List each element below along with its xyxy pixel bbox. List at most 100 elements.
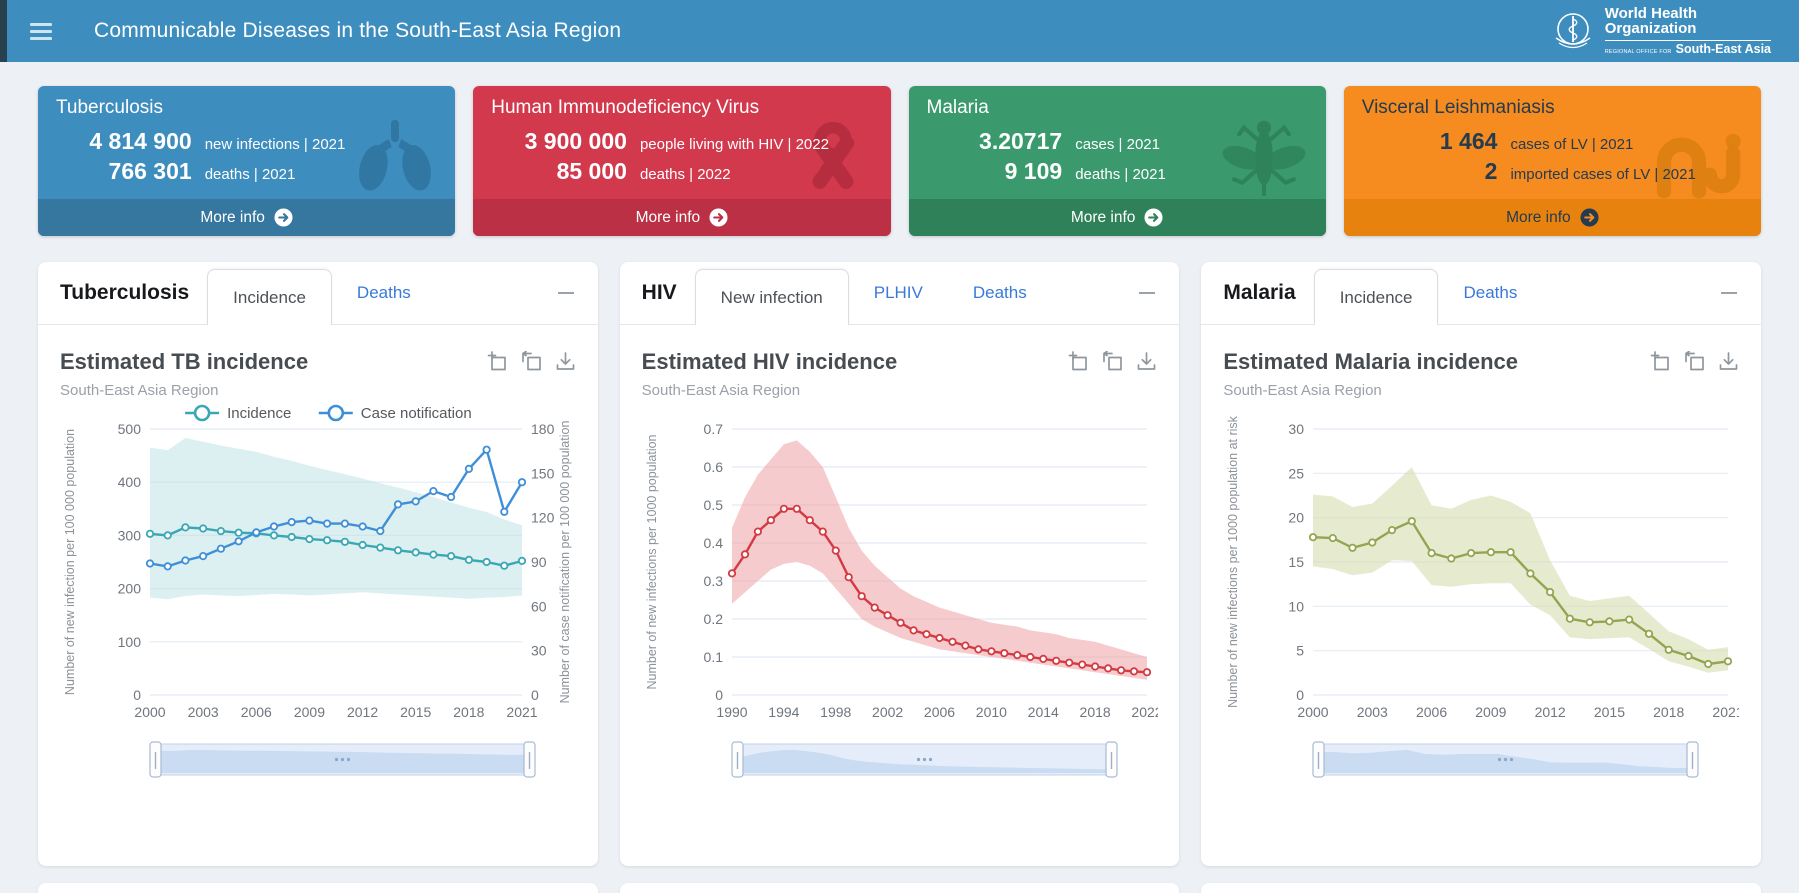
svg-text:2014: 2014 xyxy=(1027,704,1058,720)
tab-plhiv[interactable]: PLHIV xyxy=(873,283,923,302)
svg-text:300: 300 xyxy=(118,527,142,543)
zoom-select-icon[interactable] xyxy=(1068,351,1089,372)
tab-incidence[interactable]: Incidence xyxy=(1313,269,1439,325)
stat-label: cases | 2021 xyxy=(1075,136,1160,153)
slider-handle-right[interactable] xyxy=(1105,741,1118,778)
arrow-circle-icon xyxy=(1580,208,1599,227)
svg-text:30: 30 xyxy=(531,643,547,659)
more-info-label: More info xyxy=(200,208,265,226)
range-slider[interactable] xyxy=(642,737,1158,783)
disease-card-malaria: Malaria 3.20717 cases | 2021 9 109 deaths | … xyxy=(908,86,1326,236)
arrow-circle-icon xyxy=(274,208,293,227)
svg-text:1994: 1994 xyxy=(768,704,799,720)
chart-subtitle: South-East Asia Region xyxy=(641,382,801,399)
svg-text:90: 90 xyxy=(531,554,547,570)
zoom-reset-icon[interactable] xyxy=(521,350,542,372)
more-info-label: More info xyxy=(1070,208,1136,226)
stat-value: 2 xyxy=(1484,158,1498,184)
range-slider[interactable] xyxy=(60,737,576,783)
disease-card-visceral: Visceral Leishmaniasis 1 464 cases of LV |… xyxy=(1343,86,1761,236)
svg-text:0.1: 0.1 xyxy=(703,649,723,665)
collapse-panel-button[interactable] xyxy=(554,262,578,324)
collapse-panel-button[interactable] xyxy=(1135,262,1159,324)
slider-handle-right[interactable] xyxy=(523,741,536,778)
arrow-circle-icon xyxy=(1144,208,1163,227)
chart-toolbar xyxy=(487,349,576,372)
chart-toolbar xyxy=(1068,349,1157,372)
zoom-reset-icon[interactable] xyxy=(1102,350,1123,372)
download-icon[interactable] xyxy=(1718,351,1739,372)
svg-text:2012: 2012 xyxy=(347,704,378,720)
stat-label: new infections | 2021 xyxy=(204,136,346,153)
svg-text:2012: 2012 xyxy=(1535,704,1566,720)
svg-text:500: 500 xyxy=(118,421,142,437)
stat-value: 3 900 000 xyxy=(524,128,627,154)
zoom-select-icon[interactable] xyxy=(487,351,508,372)
svg-text:2003: 2003 xyxy=(1357,704,1388,720)
tab-new-infection[interactable]: New infection xyxy=(694,269,849,325)
more-info-label: More info xyxy=(635,208,701,226)
slider-handle-left[interactable] xyxy=(149,741,162,778)
card-body: Visceral Leishmaniasis 1 464 cases of LV |… xyxy=(1344,86,1761,199)
slider-handle-right[interactable] xyxy=(1686,741,1699,778)
range-slider[interactable] xyxy=(1223,737,1739,783)
collapse-panel-button[interactable] xyxy=(1717,262,1741,324)
svg-text:2000: 2000 xyxy=(1298,704,1329,720)
svg-text:0: 0 xyxy=(1297,687,1305,703)
sidebar-edge xyxy=(0,0,7,62)
tab-deaths[interactable]: Deaths xyxy=(972,283,1027,302)
svg-text:2000: 2000 xyxy=(134,704,165,720)
disease-card-human: Human Immunodeficiency Virus 3 900 000 peo… xyxy=(473,86,891,236)
svg-text:100: 100 xyxy=(118,634,142,650)
zoom-reset-icon[interactable] xyxy=(1684,350,1705,372)
chart-block: Estimated Malaria incidence South-East As… xyxy=(1201,325,1761,783)
svg-text:2021: 2021 xyxy=(506,704,537,720)
chart-title-row: Estimated Malaria incidence xyxy=(1223,349,1739,375)
stat-label: imported cases of LV | 2021 xyxy=(1510,166,1696,183)
download-icon[interactable] xyxy=(1136,351,1157,372)
more-info-button[interactable]: More info xyxy=(473,199,891,236)
svg-text:2021: 2021 xyxy=(1713,704,1740,720)
svg-text:0: 0 xyxy=(133,687,141,703)
svg-text:2022: 2022 xyxy=(1131,704,1158,720)
chart-panels: Tuberculosis Incidence Deaths Estimated TB … xyxy=(38,262,1761,866)
tab-incidence[interactable]: Incidence xyxy=(207,269,332,325)
svg-text:Number of new infections per 1: Number of new infections per 1000 popula… xyxy=(645,434,659,689)
slider-handle-left[interactable] xyxy=(1312,741,1325,778)
card-title: Visceral Leishmaniasis xyxy=(1361,97,1555,118)
who-emblem-icon xyxy=(1555,13,1591,49)
card-body: Human Immunodeficiency Virus 3 900 000 peo… xyxy=(473,86,890,199)
more-info-button[interactable]: More info xyxy=(38,199,456,236)
mosquito-icon xyxy=(1214,112,1314,205)
svg-text:60: 60 xyxy=(531,598,547,614)
menu-toggle-icon[interactable] xyxy=(30,22,52,40)
more-info-button[interactable]: More info xyxy=(908,199,1326,236)
stat-row: 1 464 cases of LV | 2021 xyxy=(1362,128,1743,155)
svg-text:200: 200 xyxy=(118,581,142,597)
minus-icon xyxy=(557,292,574,294)
chart-subtitle: South-East Asia Region xyxy=(60,382,219,399)
svg-text:150: 150 xyxy=(531,465,555,481)
stat-row: 9 109 deaths | 2021 xyxy=(927,158,1308,185)
svg-text:Number of new infections per 1: Number of new infections per 1000 popula… xyxy=(1226,415,1240,708)
disease-card-tuberculosis: Tuberculosis 4 814 900 new infections | 20… xyxy=(38,86,456,236)
download-icon[interactable] xyxy=(555,351,576,372)
chart-block: Estimated HIV incidence South-East Asia R… xyxy=(620,325,1180,783)
stat-label: deaths | 2021 xyxy=(204,166,296,183)
svg-text:0.2: 0.2 xyxy=(703,611,723,627)
svg-text:2006: 2006 xyxy=(241,704,272,720)
svg-text:2010: 2010 xyxy=(975,704,1006,720)
tab-deaths[interactable]: Deaths xyxy=(1463,283,1518,302)
panel-header: HIV New infection PLHIV Deaths xyxy=(619,262,1180,325)
panel-malaria: Malaria Incidence Deaths Estimated Malaria … xyxy=(1201,262,1761,866)
chart-malaria: 0 5 10 15 20 25 30 2000 2003 2006 2009 2012 2015 2018… xyxy=(1226,415,1740,720)
stat-row: 766 301 deaths | 2021 xyxy=(56,158,437,185)
svg-text:400: 400 xyxy=(118,474,142,490)
stat-value: 766 301 xyxy=(108,158,192,184)
zoom-select-icon[interactable] xyxy=(1650,351,1671,372)
slider-handle-left[interactable] xyxy=(731,741,744,778)
more-info-button[interactable]: More info xyxy=(1343,199,1761,236)
svg-text:2009: 2009 xyxy=(294,704,325,720)
tab-deaths[interactable]: Deaths xyxy=(356,283,411,302)
stat-label: cases of LV | 2021 xyxy=(1510,136,1634,153)
